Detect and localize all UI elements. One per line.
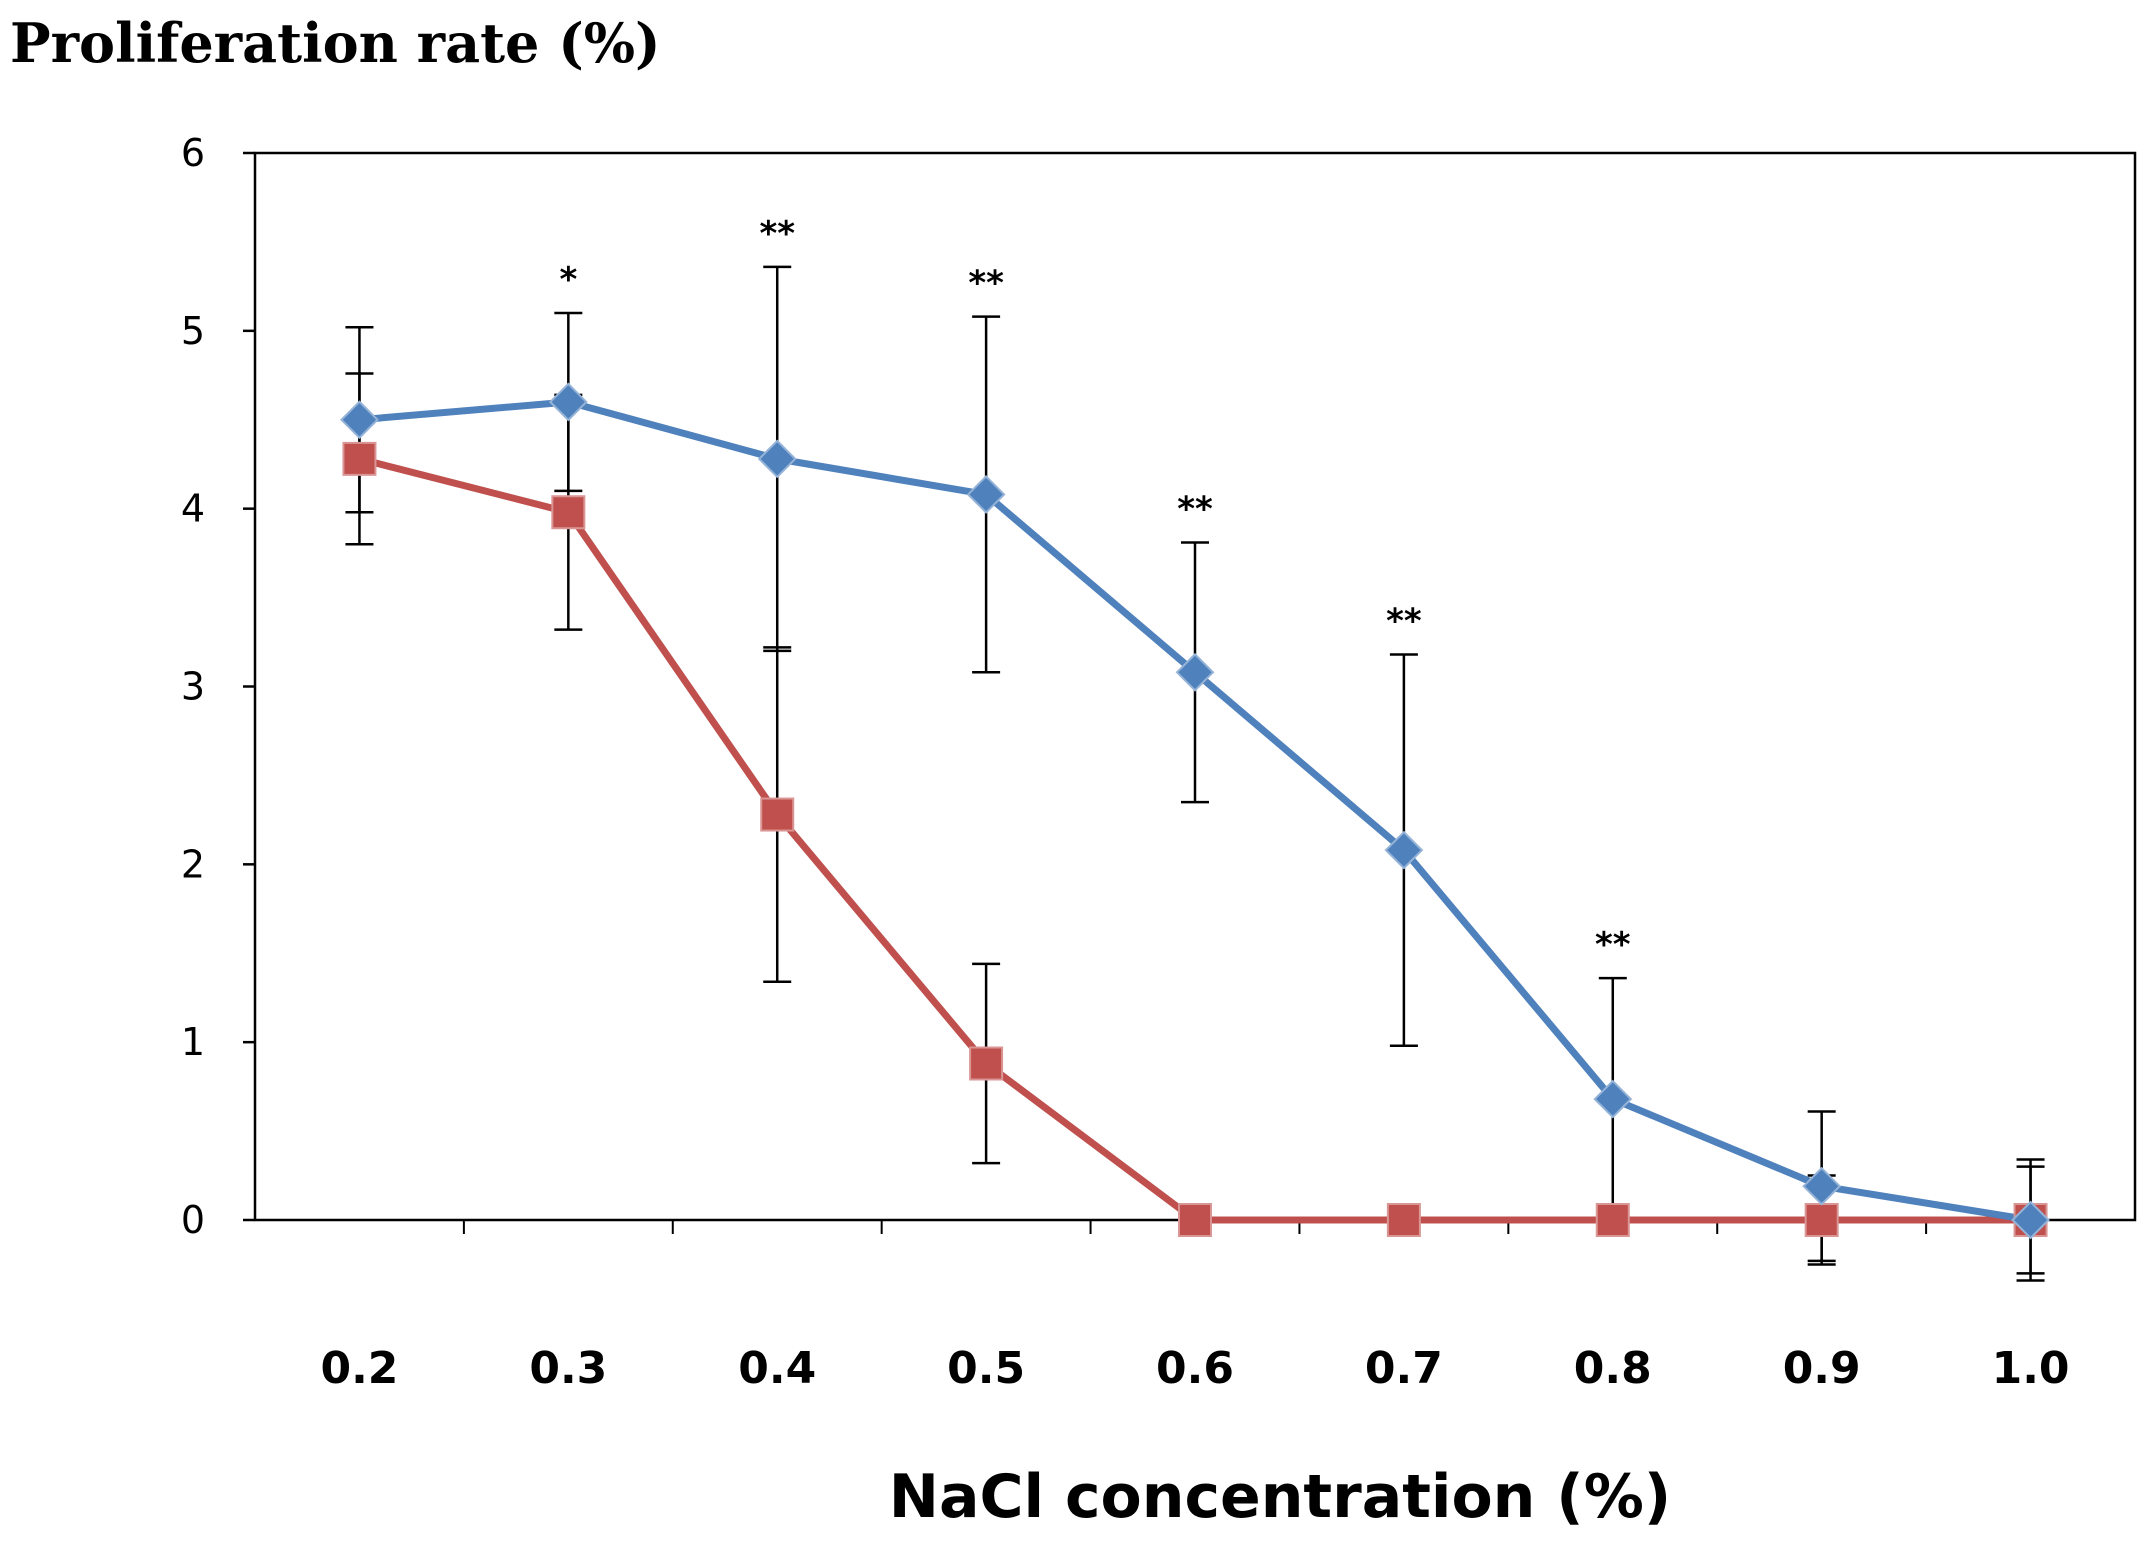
- red-series-marker: [1386, 1203, 1421, 1237]
- x-axis-title: NaCl concentration (%): [889, 1462, 1671, 1532]
- y-tick-label: 4: [181, 487, 205, 531]
- x-tick-label: 0.4: [738, 1343, 816, 1394]
- blue-series-marker: [966, 475, 1006, 514]
- axes-layer: 0 1 2 3 4 5 6 0.2 0.3 0.4 0.5 0.6 0.7 0.8 0.9 1.0: [181, 131, 2070, 1394]
- blue-series-marker: [1384, 830, 1424, 870]
- red-series-marker: [1178, 1203, 1212, 1237]
- blue-series-marker: [1802, 1166, 1842, 1206]
- red-series-marker: [342, 441, 377, 476]
- x-tick-label: 0.8: [1574, 1343, 1652, 1394]
- x-tick-label: 0.3: [529, 1343, 607, 1394]
- significance-annotation: **: [1595, 925, 1631, 965]
- x-tick-label: 0.7: [1365, 1343, 1443, 1394]
- significance-annotation: *: [559, 260, 577, 300]
- x-tick-label: 0.9: [1783, 1343, 1861, 1394]
- error-bars-layer: [345, 265, 2045, 1282]
- y-tick-label: 3: [181, 665, 205, 709]
- red-series-marker: [969, 1046, 1004, 1081]
- red-series-marker: [1595, 1203, 1630, 1237]
- blue-series-marker: [2011, 1200, 2050, 1240]
- red-series-marker: [760, 797, 795, 832]
- red-series-marker: [551, 495, 586, 530]
- blue-series-marker: [757, 439, 797, 479]
- red-series-marker: [1804, 1203, 1839, 1237]
- blue-series-marker: [340, 400, 379, 440]
- significance-annotation: **: [1386, 601, 1422, 641]
- annotations-layer: ***********: [559, 214, 1630, 965]
- y-tick-label: 2: [181, 842, 205, 886]
- blue-series-marker: [1175, 652, 1215, 692]
- x-tick-label: 0.5: [947, 1343, 1025, 1394]
- x-tick-label: 1.0: [1992, 1343, 2070, 1394]
- blue-series-marker: [548, 382, 588, 422]
- significance-annotation: **: [759, 214, 795, 254]
- y-tick-label: 1: [181, 1020, 205, 1064]
- y-tick-label: 6: [181, 131, 205, 175]
- significance-annotation: **: [1177, 489, 1213, 529]
- blue-series-marker: [1593, 1079, 1633, 1119]
- markers-layer: [340, 382, 2050, 1240]
- y-tick-label: 0: [181, 1198, 205, 1242]
- y-axis-title: Proliferation rate (%): [10, 11, 661, 75]
- x-tick-label: 0.6: [1156, 1343, 1234, 1394]
- x-tick-label: 0.2: [320, 1343, 398, 1394]
- y-tick-label: 5: [181, 309, 205, 353]
- significance-annotation: **: [968, 264, 1004, 304]
